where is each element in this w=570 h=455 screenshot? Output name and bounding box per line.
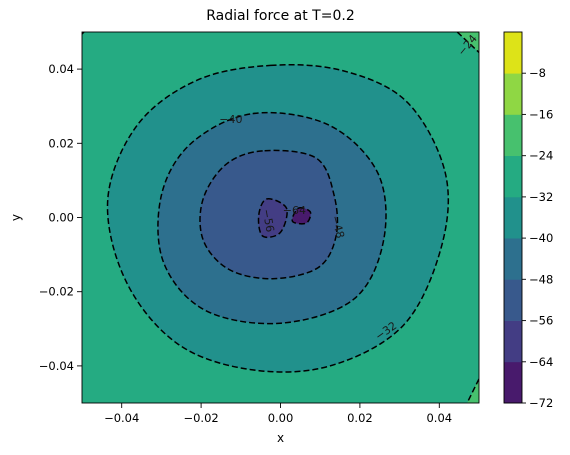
- y-tick-label: −0.04: [39, 359, 74, 373]
- contour-band: [292, 207, 311, 224]
- y-tick-label: −0.02: [39, 285, 74, 299]
- contour-lines: [82, 32, 479, 403]
- y-tick-label: 0.04: [48, 62, 74, 76]
- corner-contour-line: [466, 378, 479, 403]
- colorbar-band: [504, 32, 522, 74]
- colorbar-tick-label: −8: [529, 66, 546, 80]
- colorbar-frame: [503, 31, 523, 404]
- x-tick-label: 0.04: [426, 411, 452, 425]
- colorbar-tick-label: −48: [529, 272, 553, 286]
- x-tick-label: 0.00: [268, 411, 294, 425]
- colorbar-tick-label: −40: [529, 231, 553, 245]
- colorbar-band: [504, 361, 522, 404]
- x-axis-ticks: −0.04 −0.02 0.00 0.02 0.04: [104, 403, 452, 425]
- colorbar-band: [504, 320, 522, 363]
- contour-label: −40: [219, 113, 242, 126]
- colorbar-tick-label: −24: [529, 149, 553, 163]
- colorbar-tick-label: −64: [529, 355, 553, 369]
- x-axis-label: x: [277, 431, 284, 445]
- colorbar-tick-label: −32: [529, 190, 553, 204]
- colorbar-band: [504, 196, 522, 239]
- corner-contour-line: [456, 32, 479, 53]
- x-tick-label: −0.04: [104, 411, 139, 425]
- contour-line: [106, 63, 450, 373]
- contour-band: [258, 198, 288, 238]
- plot-area: [82, 32, 479, 403]
- colorbar-band: [504, 155, 522, 198]
- contour-label-text: −56: [260, 208, 277, 233]
- colorbar-band: [504, 73, 522, 115]
- contour-label: −48: [328, 214, 347, 240]
- contour-line: [291, 207, 312, 225]
- contour-label-text: −64: [283, 204, 306, 217]
- colorbar-band: [504, 238, 522, 280]
- contour-line: [257, 198, 288, 239]
- chart-title: Radial force at T=0.2: [206, 8, 354, 24]
- y-axis-ticks: −0.04 −0.02 0.00 0.02 0.04: [39, 62, 82, 373]
- x-tick-label: 0.02: [347, 411, 373, 425]
- contour-line: [199, 149, 339, 280]
- colorbar-band: [504, 279, 522, 321]
- colorbar-tick-label: −16: [529, 107, 553, 121]
- y-axis-label: y: [9, 214, 23, 221]
- contour-label-text: −40: [219, 113, 242, 126]
- colorbar: −72 −64 −56 −48 −40 −32 −24 −16 −8: [503, 31, 553, 410]
- colorbar-tick-label: −72: [529, 396, 553, 410]
- y-tick-label: 0.02: [48, 136, 74, 150]
- colorbar-band: [504, 114, 522, 156]
- x-tick-label: −0.02: [183, 411, 218, 425]
- contour-label-text: −48: [328, 214, 347, 240]
- contour-label: −64: [283, 204, 306, 217]
- contour-label: −56: [260, 208, 277, 233]
- y-tick-label: 0.00: [48, 211, 74, 225]
- contour-line: [157, 111, 387, 325]
- colorbar-tick-label: −56: [529, 314, 553, 328]
